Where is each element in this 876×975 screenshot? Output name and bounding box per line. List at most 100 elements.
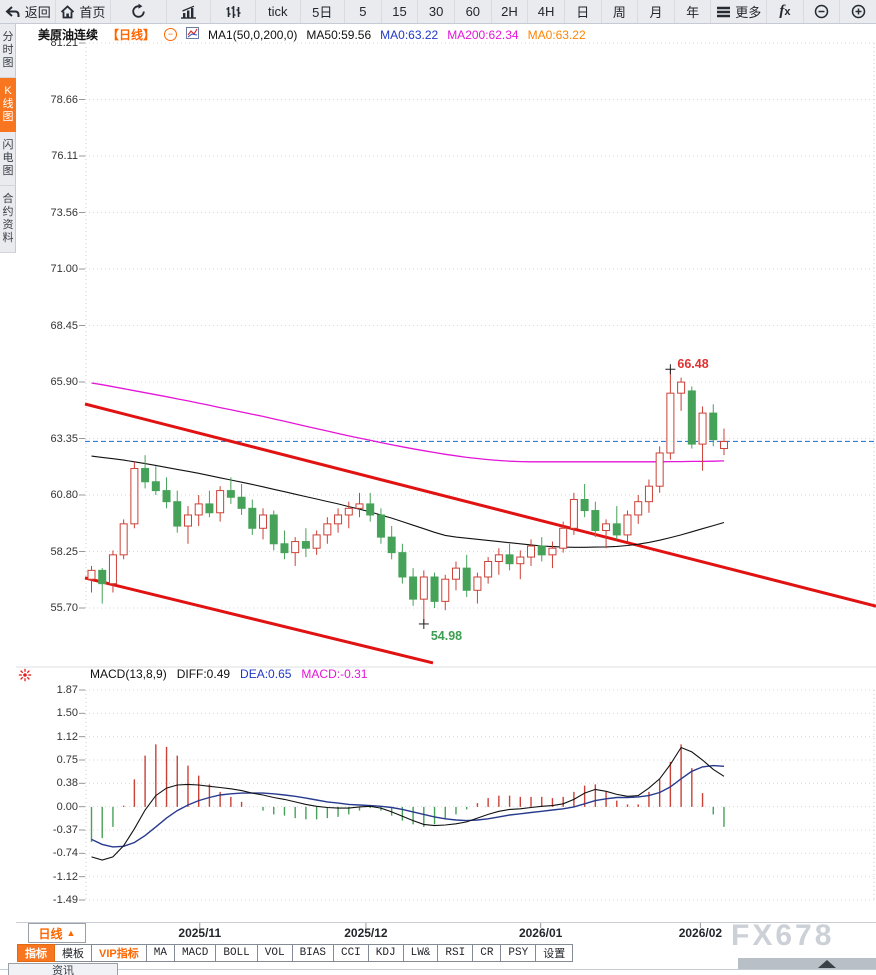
toolbar-refresh-button[interactable] [111, 0, 167, 23]
toolbar-period-30m-label: 30 [428, 4, 444, 19]
period-selector[interactable]: 日线 ▲ [28, 923, 86, 943]
indicator-settings-icon [18, 668, 32, 682]
macd-dea-value: DEA:0.65 [240, 667, 292, 681]
indicator-tab-VOL[interactable]: VOL [256, 944, 293, 962]
toolbar-period-day-label: 日 [576, 5, 590, 20]
sidebar-item-time-chart[interactable]: 分时图 [0, 24, 16, 78]
indicator-tab-KDJ[interactable]: KDJ [367, 944, 404, 962]
home-icon [60, 4, 75, 19]
volume-icon [225, 5, 242, 19]
toolbar-home-label: 首页 [79, 5, 106, 20]
macd-axis-label: 0.38 [56, 777, 78, 790]
toolbar-zoom-out-button[interactable] [804, 0, 841, 23]
indicator-tab-模板[interactable]: 模板 [54, 944, 92, 962]
date-axis-label: 2026/01 [518, 926, 563, 940]
indicator-tab-BOLL[interactable]: BOLL [215, 944, 258, 962]
indicator-tab-BIAS[interactable]: BIAS [291, 944, 334, 962]
toolbar-tick-label: tick [267, 4, 288, 19]
macd-diff-value: DIFF:0.49 [176, 667, 231, 681]
macd-axis-label: 0.75 [56, 754, 78, 766]
sidebar-item-contract-info[interactable]: 合约资料 [0, 186, 16, 253]
toolbar-period-15m-label: 15 [392, 4, 407, 19]
svg-text:54.98: 54.98 [431, 629, 462, 643]
toolbar-period-60m-label: 60 [465, 4, 481, 19]
toolbar-more-label: 更多 [735, 5, 762, 20]
ma0-open-value: MA0:63.22 [527, 27, 586, 42]
toolbar-period-5m-button[interactable]: 5 [345, 0, 382, 23]
macd-header: MACD(13,8,9) DIFF:0.49 DEA:0.65 MACD:-0.… [90, 667, 367, 681]
toolbar-formula-button[interactable]: fx [767, 0, 804, 23]
toolbar-chart-style-bars-button[interactable] [167, 0, 212, 23]
indicator-tab-bar: 指标 模板 VIP指标 MA MACD BOLL VOL BIAS CCI KDJ LW& RSI CR… [17, 944, 574, 962]
price-axis-label: 60.80 [50, 489, 78, 501]
indicator-tab-MA[interactable]: MA [145, 944, 175, 962]
price-axis-label: 65.90 [50, 376, 78, 388]
toolbar-period-30m-button[interactable]: 30 [418, 0, 455, 23]
zoom-in-icon [850, 3, 867, 20]
indicator-tab-VIP指标[interactable]: VIP指标 [91, 944, 147, 962]
bottom-divider [0, 969, 876, 970]
toolbar-period-week-label: 周 [612, 5, 626, 20]
panel-expand-handle[interactable] [738, 958, 876, 969]
sidebar-item-kline-chart[interactable]: K线图 [0, 78, 16, 132]
chart-type-sidebar: 分时图 K线图 闪电图 合约资料 [0, 24, 16, 253]
toolbar-period-month-button[interactable]: 月 [638, 0, 675, 23]
toolbar-period-week-button[interactable]: 周 [602, 0, 639, 23]
macd-axis-label: 1.12 [56, 730, 78, 743]
indicator-tab-CCI[interactable]: CCI [332, 944, 369, 962]
indicator-tab-MACD[interactable]: MACD [173, 944, 217, 962]
macd-axis-label: 0.00 [56, 800, 78, 813]
indicator-tab-LW&[interactable]: LW& [402, 944, 439, 962]
kline-mini-icon[interactable] [186, 27, 200, 42]
toolbar-period-2h-button[interactable]: 2H [492, 0, 529, 23]
chevron-up-icon: ▲ [66, 928, 76, 938]
moving-averages [91, 382, 725, 548]
svg-text:66.48: 66.48 [677, 357, 708, 371]
price-axis-label: 81.21 [50, 37, 78, 49]
period-label: 【日线】 [107, 28, 156, 42]
macd-axis-label: -1.12 [52, 870, 78, 883]
back-icon [4, 5, 21, 19]
toolbar-period-60m-button[interactable]: 60 [455, 0, 492, 23]
price-axis-label: 55.70 [50, 602, 78, 614]
toolbar-period-year-label: 年 [686, 5, 700, 20]
annotations: 66.48 54.98 [418, 357, 709, 643]
toolbar-chart-style-volume-button[interactable] [211, 0, 256, 23]
indicator-tab-指标[interactable]: 指标 [17, 944, 55, 962]
toolbar-period-5m-label: 5 [359, 4, 367, 19]
toolbar-period-year-button[interactable]: 年 [675, 0, 712, 23]
toolbar-home-button[interactable]: 首页 [56, 0, 112, 23]
toolbar-period-day-button[interactable]: 日 [565, 0, 602, 23]
indicator-tab-RSI[interactable]: RSI [437, 944, 474, 962]
date-axis-label: 2025/12 [344, 926, 388, 940]
date-axis-label: 2025/11 [178, 926, 222, 940]
indicator-tab-PSY[interactable]: PSY [500, 944, 537, 962]
macd-axis-label: -0.37 [52, 824, 78, 836]
ma200-value: MA200:62.34 [447, 27, 519, 42]
toolbar-more-button[interactable]: 更多 [711, 0, 768, 23]
macd-axis-label: -1.49 [52, 894, 78, 906]
chart-header: 美原油连续 【日线】 MA1(50,0,200,0) MA50:59.56 MA… [38, 26, 586, 43]
symbol-name: 美原油连续 [38, 28, 99, 42]
toolbar-tick-button[interactable]: tick [256, 0, 301, 23]
toolbar-period-5d-button[interactable]: 5日 [301, 0, 346, 23]
price-axis-label: 63.35 [50, 432, 78, 445]
price-axis-label: 68.45 [50, 319, 78, 332]
sidebar-item-flash-chart[interactable]: 闪电图 [0, 132, 16, 186]
toolbar-back-button[interactable]: 返回 [0, 0, 56, 23]
toolbar-zoom-in-button[interactable] [840, 0, 876, 23]
menu-icon [716, 6, 731, 18]
toolbar-period-5d-label: 5日 [312, 5, 333, 20]
fx-icon: fx [779, 3, 791, 19]
macd-hist-value: MACD:-0.31 [301, 667, 368, 681]
collapse-panel-icon[interactable] [164, 28, 178, 41]
toolbar-period-4h-button[interactable]: 4H [528, 0, 565, 23]
indicator-tab-设置[interactable]: 设置 [535, 944, 574, 962]
price-axis-label: 58.25 [50, 545, 78, 558]
toolbar-period-15m-button[interactable]: 15 [382, 0, 419, 23]
grid-lines [16, 42, 876, 928]
indicator-tab-CR[interactable]: CR [472, 944, 502, 962]
tab-news[interactable]: 资讯 [8, 963, 118, 975]
toolbar-period-month-label: 月 [649, 5, 663, 20]
